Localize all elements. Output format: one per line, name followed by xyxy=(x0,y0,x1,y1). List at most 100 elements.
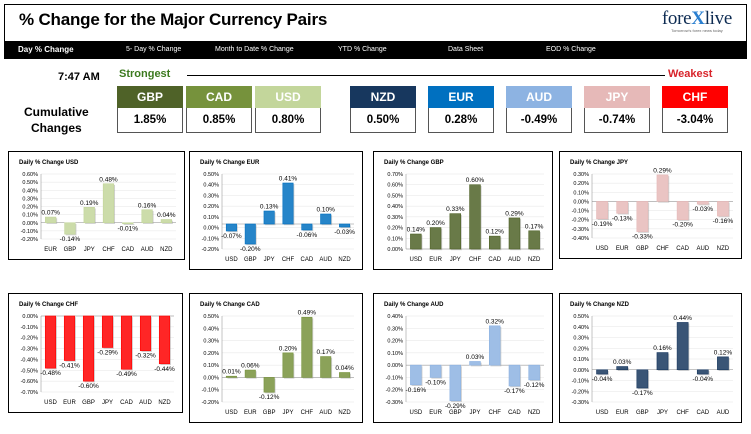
y-tick-label: -0.10% xyxy=(386,375,404,381)
data-label: 0.06% xyxy=(241,363,260,370)
x-tick-label: JPY xyxy=(84,247,95,253)
bar xyxy=(263,377,275,393)
bar xyxy=(301,223,313,231)
strongest-label: Strongest xyxy=(119,68,171,80)
y-tick-label: 0.20% xyxy=(573,346,589,352)
chart-panel-4: Daily % Change JPY 0.30% 0.20% 0.10% 0.00% -0… xyxy=(559,151,742,259)
tab-day-change[interactable]: Day % Change xyxy=(18,45,74,54)
data-label: 0.07% xyxy=(41,210,60,217)
x-tick-label: USD xyxy=(410,410,423,416)
currency-code: GBP xyxy=(117,86,183,108)
tab-5-day-change[interactable]: 5- Day % Change xyxy=(126,46,182,53)
y-tick-label: -0.20% xyxy=(21,336,39,342)
currency-cumulative-value: -3.04% xyxy=(662,108,728,133)
x-tick-label: AUD xyxy=(319,410,332,416)
tab-eod-change[interactable]: EOD % Change xyxy=(546,46,596,53)
currency-code: NZD xyxy=(350,86,416,108)
data-label: -0.17% xyxy=(504,388,525,395)
y-tick-label: 0.10% xyxy=(387,351,403,357)
y-tick-label: 0.60% xyxy=(387,183,403,189)
data-label: -0.07% xyxy=(221,233,242,240)
x-tick-label: EUR xyxy=(63,400,76,406)
bar xyxy=(469,184,481,250)
data-label: -0.33% xyxy=(632,234,653,241)
bar-chart: 0.50% 0.40% 0.30% 0.20% 0.10% 0.00% -0.10% -0.2… xyxy=(572,314,733,416)
y-tick-label: 0.40% xyxy=(387,314,403,320)
x-tick-label: USD xyxy=(596,410,609,416)
y-tick-label: -0.20% xyxy=(202,400,220,406)
y-tick-label: 0.40% xyxy=(387,204,403,210)
timestamp: 7:47 AM xyxy=(58,71,100,83)
bar xyxy=(83,207,95,224)
chart-title: Daily % Change NZD xyxy=(570,302,630,308)
x-tick-label: JPY xyxy=(450,257,461,263)
y-tick-label: 0.30% xyxy=(203,193,219,199)
y-tick-label: -0.10% xyxy=(572,209,590,215)
x-tick-label: CHF xyxy=(489,410,502,416)
data-label: 0.60% xyxy=(466,177,485,184)
logo-part: live xyxy=(704,8,733,29)
x-tick-label: GBP xyxy=(82,400,95,406)
data-label: -0.13% xyxy=(612,215,633,222)
x-tick-label: CHF xyxy=(656,246,669,252)
bar-shadow xyxy=(123,223,135,225)
y-tick-label: 0.30% xyxy=(387,326,403,332)
data-label: -0.20% xyxy=(240,246,261,253)
x-tick-label: JPY xyxy=(469,410,480,416)
data-label: 0.49% xyxy=(298,310,317,317)
data-label: 0.12% xyxy=(714,349,733,356)
data-label: 0.03% xyxy=(466,354,485,361)
y-tick-label: 0.10% xyxy=(203,215,219,221)
chart-title: Daily % Change GBP xyxy=(384,160,444,166)
y-tick-label: 0.00% xyxy=(203,375,219,381)
data-label: -0.49% xyxy=(116,371,137,378)
bar xyxy=(160,219,172,224)
y-tick-label: -0.10% xyxy=(572,379,590,385)
bar xyxy=(122,222,134,225)
y-tick-label: -0.40% xyxy=(21,357,39,363)
bar xyxy=(449,213,462,250)
bar xyxy=(82,315,95,382)
chart-title: Daily % Change CHF xyxy=(19,302,79,308)
bar xyxy=(616,201,629,214)
tab-ytd-change[interactable]: YTD % Change xyxy=(338,46,387,53)
y-tick-label: 0.30% xyxy=(203,339,219,345)
bar xyxy=(320,356,332,378)
bar xyxy=(636,369,649,389)
x-tick-label: GBP xyxy=(263,410,276,416)
bar-chart: 0.00% -0.10% -0.20% -0.30% -0.40% -0.50% -0.60… xyxy=(21,314,175,406)
y-tick-label: 0.10% xyxy=(573,190,589,196)
nav-bar: Day % Change 5- Day % Change Month to Da… xyxy=(4,41,747,59)
chart-title: Daily % Change USD xyxy=(19,160,79,166)
data-label: 0.16% xyxy=(653,345,672,352)
y-tick-label: 0.70% xyxy=(387,172,403,178)
tab-month-to-date[interactable]: Month to Date % Change xyxy=(215,46,294,53)
x-tick-label: CHF xyxy=(301,410,314,416)
tab-data-sheet[interactable]: Data Sheet xyxy=(448,46,484,53)
data-label: 0.17% xyxy=(525,223,544,230)
bar-chart: 0.30%0.20%0.10%0.00%-0.10%-0.20%-0.30%-0… xyxy=(572,167,734,252)
y-tick-label: 0.50% xyxy=(203,314,219,320)
data-label: 0.19% xyxy=(80,200,99,207)
chart-title: Daily % Change AUD xyxy=(384,302,444,308)
bar xyxy=(44,315,57,369)
x-tick-label: CHF xyxy=(102,247,115,253)
bar xyxy=(508,217,521,250)
x-tick-label: GBP xyxy=(636,246,649,252)
x-tick-label: EUR xyxy=(429,257,442,263)
x-tick-label: NZD xyxy=(338,257,351,263)
x-tick-label: USD xyxy=(410,257,423,263)
bar xyxy=(141,209,153,224)
x-tick-label: NZD xyxy=(528,410,541,416)
x-tick-label: EUR xyxy=(616,410,629,416)
cumulative-label-line: Changes xyxy=(31,121,82,135)
x-tick-label: CAD xyxy=(120,400,133,406)
currency-cumulative-value: 0.50% xyxy=(350,108,416,133)
data-label: 0.29% xyxy=(505,210,524,217)
y-tick-label: -0.30% xyxy=(572,227,590,233)
x-tick-label: CAD xyxy=(696,410,709,416)
data-label: 0.20% xyxy=(426,220,445,227)
data-label: -0.04% xyxy=(592,376,613,383)
data-label: -0.14% xyxy=(60,236,81,243)
bar xyxy=(225,223,237,232)
